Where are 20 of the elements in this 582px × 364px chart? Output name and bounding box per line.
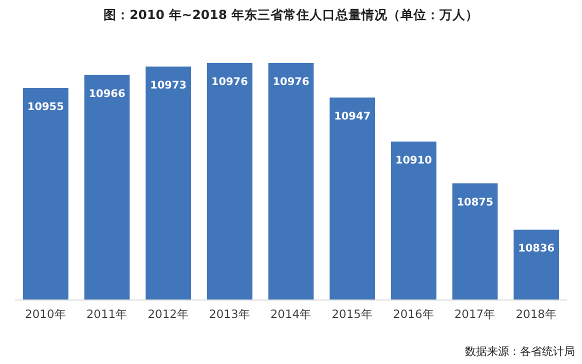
data-label: 10973: [150, 80, 187, 92]
chart-title: 图：2010 年~2018 年东三省常住人口总量情况（单位：万人）: [104, 7, 478, 22]
x-tick-label: 2014年: [270, 307, 312, 321]
x-tick-label: 2017年: [454, 307, 496, 321]
x-tick-label: 2015年: [332, 307, 373, 321]
data-label: 10836: [518, 242, 555, 255]
data-label: 10955: [27, 101, 64, 114]
data-label: 10976: [211, 76, 248, 88]
data-label: 10976: [272, 76, 310, 88]
data-label: 10966: [88, 88, 126, 100]
data-label: 10947: [334, 110, 371, 123]
x-tick-label: 2013年: [209, 307, 250, 321]
x-tick-label: 2012年: [148, 307, 189, 321]
x-tick-label: 2011年: [86, 307, 128, 321]
x-tick-label: 2016年: [393, 307, 434, 321]
source-note: 数据来源：各省统计局: [465, 345, 575, 358]
data-label: 10910: [395, 154, 432, 167]
x-tick-label: 2018年: [516, 307, 557, 321]
data-label: 10875: [456, 196, 494, 208]
x-tick-label: 2010年: [25, 307, 66, 321]
